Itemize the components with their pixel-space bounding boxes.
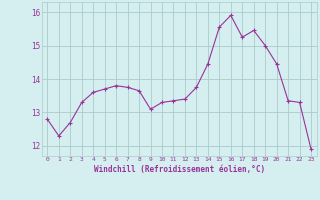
X-axis label: Windchill (Refroidissement éolien,°C): Windchill (Refroidissement éolien,°C): [94, 165, 265, 174]
